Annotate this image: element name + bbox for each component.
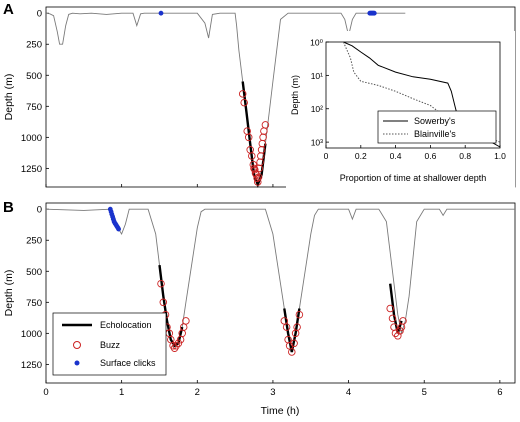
panel-b-x-tick-label: 0 xyxy=(43,387,48,398)
panel-b-x-tick-label: 6 xyxy=(497,387,502,398)
panel-a-y-tick-label: 1000 xyxy=(21,133,42,144)
panel-c-y-tick-label: 10² xyxy=(311,104,323,114)
panel-a-y-tick-label: 750 xyxy=(26,102,42,113)
panel-b-buzz-marker xyxy=(290,339,298,348)
panel-b-buzz-marker xyxy=(399,317,407,325)
panel-a: 0 250 500 750 1000 1250 Depth (m) xyxy=(3,6,516,188)
panel-a-echolocation-line xyxy=(241,81,267,188)
panel-b-x-tick-label: 1 xyxy=(119,387,124,398)
panel-a-buzz-marker xyxy=(248,152,256,160)
panel-a-y-tick-label: 1250 xyxy=(21,164,42,175)
panel-b-legend: Echolocation Buzz Surface clicks xyxy=(52,312,167,376)
panel-b-frame xyxy=(45,202,516,384)
panel-a-buzz-marker xyxy=(244,133,253,142)
panel-b-buzz-marker xyxy=(159,298,168,307)
panel-b-x-tick-label: 3 xyxy=(270,387,275,398)
panel-c-x-tick-label: 0.2 xyxy=(355,151,367,161)
panel-b-x-tick-label: 5 xyxy=(422,387,427,398)
panel-b-plot-area xyxy=(45,206,515,356)
panel-b-x-axis-label: Time (h) xyxy=(261,405,300,417)
panel-b-y-tick-label: 500 xyxy=(26,267,42,278)
panel-c-legend-box xyxy=(377,110,497,144)
panel-b-buzz-marker xyxy=(293,323,301,331)
legend-buzz-label: Buzz xyxy=(100,340,121,350)
panel-c-x-ticks: 0 0.2 0.4 0.6 0.8 1.0 xyxy=(324,145,506,161)
panel-c-background xyxy=(286,31,515,189)
panel-b-buzz-marker xyxy=(282,323,291,331)
panel-a-y-tick-label: 250 xyxy=(26,40,42,51)
panel-a-y-axis-label: Depth (m) xyxy=(3,74,15,121)
panel-a-buzz-marker xyxy=(238,90,247,98)
legend-buzz-marker xyxy=(73,341,81,349)
panel-c-legend: Sowerby's Blainville's xyxy=(377,110,497,144)
panel-b-y-tick-label: 1000 xyxy=(21,329,42,340)
panel-a-buzz-marker xyxy=(252,170,261,179)
panel-c-y-ticks: 10⁰ 10¹ 10² 10³ xyxy=(310,38,329,148)
panel-b-y-tick-label: 250 xyxy=(26,236,42,247)
panel-c-x-tick-label: 0.8 xyxy=(459,151,471,161)
panel-b-buzz-marker xyxy=(172,342,180,350)
panel-c-y-tick-label: 10³ xyxy=(311,138,323,148)
legend-surface-clicks-label: Surface clicks xyxy=(100,358,156,368)
panel-c-x-tick-label: 0.6 xyxy=(424,151,436,161)
legend-sowerbys-label: Sowerby's xyxy=(414,116,456,126)
panel-a-buzz-marker xyxy=(249,160,258,169)
panel-b-y-tick-label: 0 xyxy=(37,205,42,216)
panel-b-buzz-marker xyxy=(295,310,304,319)
panel-b-y-axis-label: Depth (m) xyxy=(3,270,15,317)
panel-b-buzz-marker xyxy=(391,329,400,338)
panel-c-y-tick-label: 10¹ xyxy=(311,71,323,81)
panel-a-y-tick-label: 500 xyxy=(26,71,42,82)
panel-a-surface-click-marker xyxy=(158,10,164,16)
legend-blainvilles-label: Blainville's xyxy=(414,129,456,139)
panel-b-buzz-marker xyxy=(388,314,397,323)
panel-b-buzz-marker xyxy=(174,339,183,348)
panel-b-y-tick-label: 750 xyxy=(26,298,42,309)
panel-a-buzz-marker xyxy=(261,121,270,129)
panel-c-y-axis-label: Depth (m) xyxy=(290,75,300,115)
panel-a-buzz-marker xyxy=(253,174,261,183)
panel-b-buzz-marker xyxy=(288,348,296,356)
panel-c-x-tick-label: 0 xyxy=(324,151,329,161)
panel-b-y-tick-label: 1250 xyxy=(21,360,42,371)
panel-a-buzz-marker xyxy=(254,178,262,186)
panel-b-buzz-marker xyxy=(394,332,402,340)
panel-c-x-tick-label: 1.0 xyxy=(494,151,506,161)
panel-c-x-tick-label: 0.4 xyxy=(390,151,402,161)
panel-b-buzz-marker xyxy=(386,304,394,313)
panel-c-frame xyxy=(325,41,501,149)
panel-b-x-tick-label: 4 xyxy=(346,387,351,398)
panel-b-legend-box xyxy=(52,312,167,376)
panel-b-buzz-marker xyxy=(396,327,404,335)
panel-label-b: B xyxy=(3,199,14,216)
panel-b-buzz-marker xyxy=(170,344,179,352)
panel-label-a: A xyxy=(3,1,14,18)
panel-a-buzz-marker xyxy=(254,173,263,181)
panel-c-x-axis-label: Proportion of time at shallower depth xyxy=(340,173,487,183)
panel-c-y-tick-label: 10⁰ xyxy=(310,38,323,48)
panel-b-buzz-marker xyxy=(157,279,165,288)
panel-b-buzz-marker xyxy=(182,317,190,325)
legend-surface-clicks-marker xyxy=(74,360,80,366)
panel-a-surface-click-marker xyxy=(371,10,377,16)
panel-a-buzz-marker xyxy=(251,165,259,174)
panel-a-dive-profile-line xyxy=(45,12,406,186)
panel-b: 0 250 500 750 1000 1250 0 1 2 3 4 5 6 Depth (m) Tim… xyxy=(3,202,516,417)
panel-a-y-tick-label: 0 xyxy=(37,9,42,20)
panel-a-plot-area xyxy=(45,10,501,188)
panel-a-buzz-marker xyxy=(240,98,248,107)
panel-b-surface-click-marker xyxy=(116,226,121,232)
panel-b-x-tick-label: 2 xyxy=(195,387,200,398)
panel-b-x-ticks: 0 1 2 3 4 5 6 xyxy=(43,380,503,398)
legend-echolocation-label: Echolocation xyxy=(100,320,152,330)
